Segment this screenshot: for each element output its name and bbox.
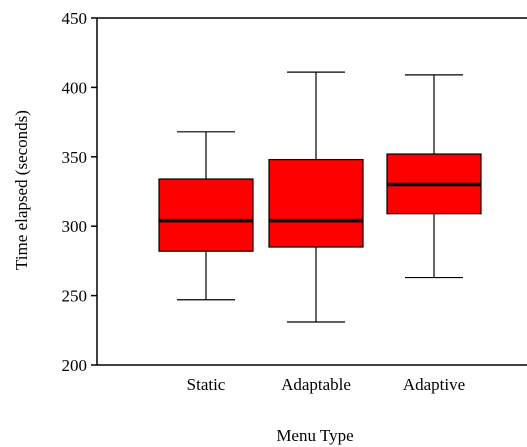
- x-tick-label: Adaptive: [403, 375, 465, 394]
- y-ticks: 200 250 300 350 400 450: [62, 9, 97, 375]
- y-tick-label: 450: [62, 9, 88, 28]
- box-adaptable: [268, 71, 364, 323]
- box-adaptive: [386, 74, 482, 279]
- y-tick-label: 350: [62, 148, 88, 167]
- y-tick-label: 300: [62, 217, 88, 236]
- x-tick-label: Static: [187, 375, 226, 394]
- y-axis-title: Time elapsed (seconds): [12, 110, 31, 270]
- iqr-box: [158, 178, 254, 252]
- y-tick-label: 400: [62, 78, 88, 97]
- box-static: [158, 131, 254, 301]
- y-tick-label: 250: [62, 287, 88, 306]
- x-axis-title: Menu Type: [276, 426, 353, 445]
- boxes: [158, 71, 482, 323]
- x-tick-label: Adaptable: [281, 375, 351, 394]
- x-ticks: Static Adaptable Adaptive: [187, 375, 466, 394]
- iqr-box: [268, 158, 364, 248]
- plot-area: [96, 17, 527, 366]
- y-tick-label: 200: [62, 356, 88, 375]
